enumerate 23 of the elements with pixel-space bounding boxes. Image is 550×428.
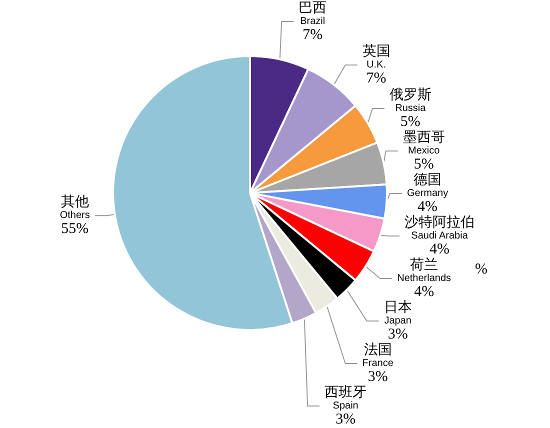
data-label: 3% bbox=[336, 412, 356, 428]
slice-label: 法国 France bbox=[362, 342, 394, 369]
slice-label: 英国 U.K. bbox=[362, 44, 390, 70]
data-label: 5% bbox=[400, 114, 420, 130]
slice-label: 其他 Others bbox=[60, 194, 90, 222]
data-label: 3% bbox=[368, 369, 388, 385]
slice-label: 沙特阿拉伯 Saudi Arabia bbox=[404, 214, 475, 242]
data-label: 5% bbox=[414, 156, 434, 172]
slice-label: 荷兰 Netherlands bbox=[397, 257, 452, 284]
data-label: 55% bbox=[61, 221, 89, 238]
data-label: 4% bbox=[418, 199, 438, 215]
data-label: 4% bbox=[430, 242, 450, 258]
slice-label: 德国 Germany bbox=[406, 172, 448, 199]
slice-label: 俄罗斯 Russia bbox=[389, 87, 432, 114]
slice-label: 日本 Japan bbox=[384, 300, 412, 326]
slice-label: 巴西 Brazil bbox=[298, 0, 327, 27]
slice-label: 西班牙 Spain bbox=[324, 384, 367, 412]
slice-label: 墨西哥 Mexico bbox=[402, 130, 445, 156]
data-label: 7% bbox=[366, 70, 386, 86]
text: % bbox=[475, 262, 488, 278]
data-label: 7% bbox=[302, 27, 323, 43]
data-label: 3% bbox=[388, 326, 408, 342]
data-label: 4% bbox=[414, 284, 434, 300]
